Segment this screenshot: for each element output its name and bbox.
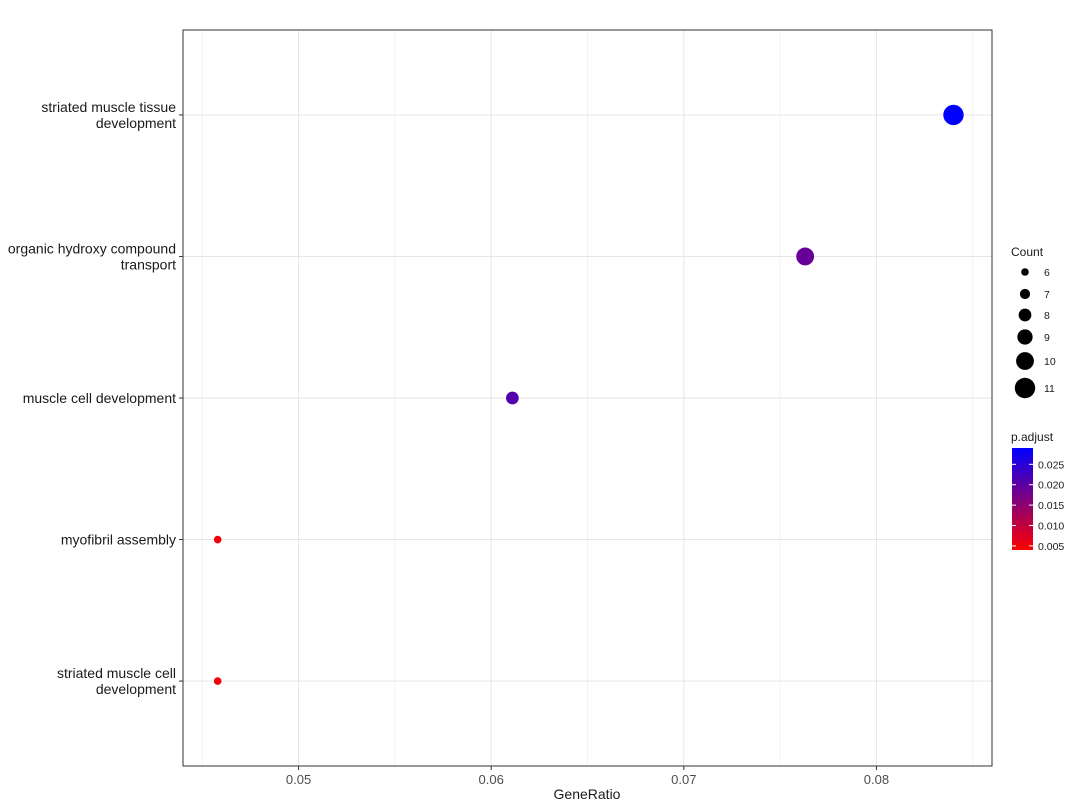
x-tick-label: 0.07 — [671, 772, 696, 787]
x-tick-label: 0.06 — [479, 772, 504, 787]
p-adjust-legend-label: 0.025 — [1038, 459, 1064, 471]
count-legend-key — [1016, 352, 1034, 370]
p-adjust-legend-label: 0.020 — [1038, 480, 1064, 492]
y-category-label: striated muscle cell development — [57, 665, 176, 697]
p-adjust-colorbar — [1012, 448, 1033, 550]
y-category-label: myofibril assembly — [61, 532, 176, 548]
count-legend-key — [1021, 268, 1029, 276]
grid-lines — [183, 30, 992, 766]
data-points — [213, 104, 964, 685]
x-tick-label: 0.05 — [286, 772, 311, 787]
data-point — [943, 104, 964, 126]
p-adjust-legend-label: 0.005 — [1038, 541, 1064, 553]
count-legend-label: 7 — [1044, 289, 1050, 301]
count-legend-key — [1017, 329, 1033, 345]
y-category-label: striated muscle tissue development — [41, 99, 176, 131]
p-adjust-legend-label: 0.010 — [1038, 521, 1064, 533]
count-legend-label: 11 — [1044, 383, 1055, 395]
count-legend-label: 6 — [1044, 267, 1050, 279]
p-adjust-legend: p.adjust 0.005 0.010 0.015 0.020 0.025 — [1011, 430, 1064, 553]
y-category-label: organic hydroxy compound transport — [8, 240, 176, 272]
count-legend-label: 10 — [1044, 356, 1056, 368]
p-adjust-legend-label: 0.015 — [1038, 500, 1064, 512]
data-point — [213, 677, 222, 685]
y-category-label: muscle cell development — [23, 390, 176, 406]
data-point — [506, 391, 519, 405]
x-axis-title: GeneRatio — [554, 786, 621, 802]
count-legend-key — [1018, 308, 1032, 322]
count-legend: Count 6 7 8 9 10 11 — [1011, 245, 1056, 399]
count-legend-label: 8 — [1044, 310, 1050, 322]
data-point — [213, 535, 222, 544]
data-point — [796, 247, 815, 266]
count-legend-key — [1019, 288, 1031, 300]
p-adjust-legend-title: p.adjust — [1011, 430, 1054, 444]
count-legend-label: 9 — [1044, 332, 1050, 344]
x-tick-label: 0.08 — [864, 772, 889, 787]
count-legend-key — [1014, 377, 1036, 399]
count-legend-title: Count — [1011, 245, 1044, 259]
axes: 0.05 0.06 0.07 0.08 striated muscle tissue de… — [8, 99, 889, 787]
